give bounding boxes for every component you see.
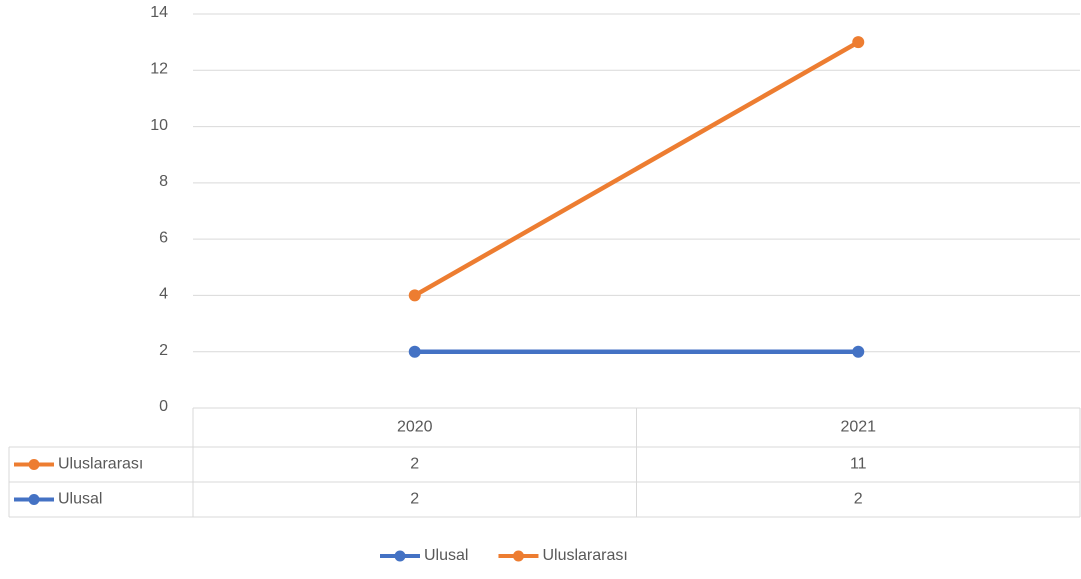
- x-tick-label: 2021: [840, 419, 876, 436]
- legend-key: [394, 550, 406, 562]
- y-tick-label: 14: [150, 4, 168, 21]
- x-tick-label: 2020: [397, 419, 433, 436]
- y-tick-label: 10: [150, 117, 168, 134]
- table-legend-key: [28, 494, 40, 505]
- table-value: 2: [410, 491, 419, 508]
- y-tick-label: 0: [159, 398, 168, 415]
- table-value: 2: [410, 456, 419, 473]
- y-tick-label: 4: [159, 286, 168, 303]
- y-tick-label: 2: [159, 342, 168, 359]
- data-point: [852, 345, 865, 358]
- y-tick-label: 12: [150, 61, 168, 78]
- table-legend-key: [28, 459, 40, 470]
- table-series-name: Uluslararası: [58, 456, 143, 473]
- legend-label: Ulusal: [424, 547, 468, 564]
- legend-key: [512, 550, 524, 562]
- legend-label: Uluslararası: [542, 547, 627, 564]
- y-tick-label: 6: [159, 229, 168, 246]
- table-value: 11: [850, 456, 867, 473]
- series-line: [412, 39, 861, 298]
- table-series-name: Ulusal: [58, 491, 102, 508]
- data-point: [852, 36, 865, 49]
- data-point: [408, 289, 421, 302]
- data-point: [408, 345, 421, 358]
- y-tick-label: 8: [159, 173, 168, 190]
- table-value: 2: [854, 491, 863, 508]
